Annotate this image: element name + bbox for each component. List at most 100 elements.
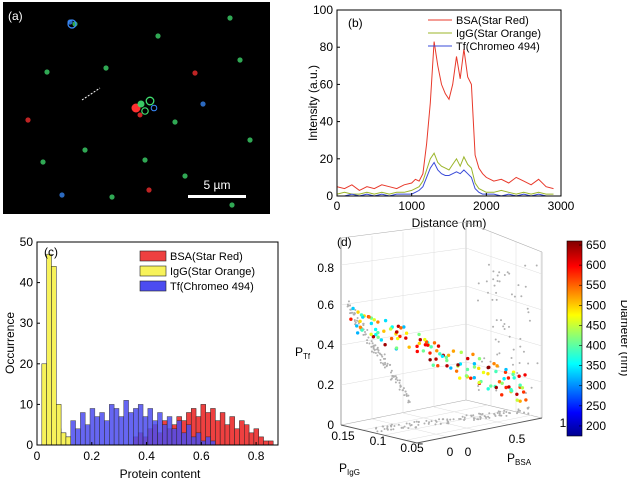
projection-point [374, 352, 377, 355]
hist-bar-0 [229, 416, 235, 446]
projection-point [478, 412, 481, 415]
projection-point [397, 423, 400, 426]
projection-point [377, 351, 380, 354]
projection-point [413, 421, 416, 424]
hist-bar-1 [60, 432, 67, 446]
panel-d-3d-scatter: 00.20.40.60.80.15 0.1 0.05 0 00.51 (d) PTf P… [295, 221, 627, 477]
projection-point [496, 353, 499, 356]
vesicle-dot [182, 173, 188, 179]
data-point [502, 377, 506, 381]
data-point [451, 349, 456, 353]
vesicle-dot [192, 70, 198, 76]
data-point [438, 352, 442, 356]
projection-point [495, 298, 498, 301]
x-tick-label: 1000 [398, 199, 425, 213]
projection-point [527, 362, 530, 365]
hist-bar-2 [195, 432, 202, 446]
data-point [477, 366, 481, 371]
projection-point [473, 417, 476, 420]
data-point [402, 325, 406, 329]
y-tick-label: 20 [320, 152, 334, 166]
projection-point [384, 361, 387, 364]
projection-point [470, 414, 473, 417]
projection-point [347, 300, 350, 303]
projection-point [371, 345, 374, 348]
legend-swatch [139, 250, 167, 262]
projection-point [524, 264, 527, 267]
projection-point [379, 353, 382, 356]
projection-point [368, 342, 371, 345]
panel-c-histogram: 0 0.2 0.4 0.6 0.8 0 10 20 30 40 50 (c) Protein con… [3, 235, 279, 481]
x-tick-label: 0.2 [83, 449, 100, 463]
hist-bar-2 [137, 404, 144, 446]
x-tick-label: 0.05 [400, 441, 424, 455]
projection-point [366, 329, 369, 332]
projection-point [487, 415, 490, 418]
colorbar [566, 240, 583, 437]
data-point [421, 349, 426, 353]
legend-label: BSA(Star Red) [170, 251, 243, 263]
projection-point [459, 418, 462, 421]
projection-point [367, 336, 370, 339]
hist-bar-2 [205, 436, 211, 446]
colorbar-tick-label: 450 [586, 318, 606, 332]
projection-point [507, 325, 510, 328]
projection-point [496, 279, 499, 282]
projection-point [398, 388, 401, 391]
x-tick-label: 0.1 [370, 434, 387, 448]
panel-a-micrograph: (a) 5 µm [3, 2, 270, 214]
data-point [358, 319, 362, 324]
data-point [358, 325, 363, 330]
hist-bar-2 [147, 408, 153, 446]
projection-point [439, 422, 442, 425]
projection-point [449, 418, 452, 421]
projection-point [423, 422, 426, 425]
projection-point [526, 307, 529, 310]
legend-label: BSA(Star Red) [456, 15, 529, 27]
projection-point [356, 319, 359, 322]
projection-point [505, 410, 508, 413]
projection-point [492, 270, 495, 273]
legend-label: IgG(Star Orange) [170, 266, 255, 278]
data-point [471, 352, 475, 357]
projection-point [461, 415, 464, 418]
projection-point [377, 349, 380, 352]
data-point [371, 335, 376, 339]
projection-point [380, 430, 383, 433]
projection-point [503, 409, 506, 412]
projection-point [371, 342, 374, 345]
y-tick-label: 0 [26, 438, 33, 452]
projection-point [428, 421, 431, 424]
hist-bar-2 [210, 440, 216, 446]
projection-point [376, 430, 379, 433]
projection-point [503, 273, 506, 276]
projection-point [491, 298, 494, 301]
hist-bar-0 [248, 432, 255, 446]
axis-edge [465, 399, 543, 419]
projection-point [518, 362, 521, 365]
hist-bar-2 [142, 416, 149, 446]
projection-point [370, 340, 373, 343]
data-point [404, 336, 408, 340]
cluster-ring [145, 96, 155, 106]
projection-point [402, 387, 405, 390]
data-point [404, 331, 409, 335]
data-point [500, 393, 504, 397]
panel-b-xlabel: Distance (nm) [412, 216, 487, 230]
projection-point [497, 410, 500, 413]
projection-point [498, 352, 501, 355]
y-tick-label: 60 [320, 77, 334, 91]
data-point [524, 398, 528, 402]
vesicle-dot [82, 147, 88, 153]
projection-point [354, 321, 357, 324]
x-tick-label: 3000 [548, 199, 575, 213]
data-point [477, 380, 481, 385]
projection-point [386, 425, 389, 428]
projection-point [488, 416, 491, 419]
projection-point [396, 379, 399, 382]
projection-point [374, 344, 377, 347]
colorbar-tick-label: 200 [586, 419, 606, 433]
projection-point [356, 317, 359, 320]
hist-bar-0 [215, 420, 221, 446]
projection-point [528, 319, 531, 322]
